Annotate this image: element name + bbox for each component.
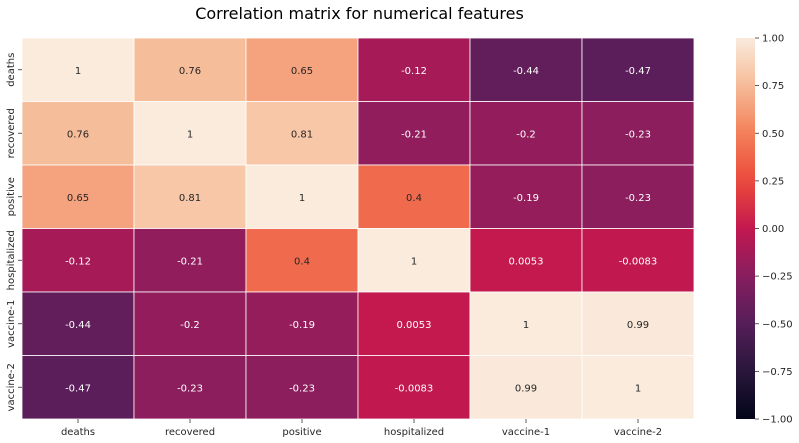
heatmap-cell bbox=[581, 37, 695, 102]
y-tick-label: positive bbox=[6, 177, 17, 216]
cell-annotation: -0.23 bbox=[177, 383, 203, 394]
cell-annotation: -0.21 bbox=[401, 129, 427, 140]
x-tick-label: hospitalized bbox=[384, 427, 444, 438]
heatmap-cell bbox=[133, 164, 247, 229]
heatmap-cell bbox=[581, 228, 695, 293]
heatmap-cell bbox=[133, 355, 247, 420]
heatmap-cell bbox=[133, 291, 247, 356]
cell-annotation: -0.12 bbox=[65, 256, 91, 267]
y-tick-label: deaths bbox=[6, 53, 17, 87]
x-tick-label: positive bbox=[282, 427, 321, 438]
cell-annotation: -0.0083 bbox=[395, 383, 434, 394]
cell-annotation: 0.0053 bbox=[509, 256, 544, 267]
heatmap-cell bbox=[245, 355, 359, 420]
cell-annotation: 1 bbox=[411, 256, 417, 267]
x-tick-label: vaccine-1 bbox=[502, 427, 550, 438]
heatmap-cell bbox=[469, 101, 583, 166]
cell-annotation: 1 bbox=[523, 320, 529, 331]
colorbar bbox=[736, 38, 755, 419]
heatmap-cell bbox=[245, 228, 359, 293]
heatmap-cell bbox=[357, 228, 471, 293]
colorbar-tick-label: 0.00 bbox=[762, 224, 784, 235]
heatmap-cell bbox=[469, 291, 583, 356]
heatmap-cell bbox=[133, 101, 247, 166]
cell-annotation: -0.23 bbox=[625, 129, 651, 140]
cell-annotation: -0.23 bbox=[625, 193, 651, 204]
cell-annotation: -0.44 bbox=[65, 320, 91, 331]
heatmap-cell bbox=[21, 355, 135, 420]
y-tick-label: hospitalized bbox=[6, 230, 17, 290]
colorbar-tick-label: −0.75 bbox=[762, 367, 793, 378]
cell-annotation: -0.2 bbox=[180, 320, 200, 331]
cell-annotation: 0.81 bbox=[291, 129, 313, 140]
cell-annotation: -0.21 bbox=[177, 256, 203, 267]
colorbar-tick-label: 0.25 bbox=[762, 176, 784, 187]
colorbar-tick-label: −0.50 bbox=[762, 319, 793, 330]
heatmap-cell bbox=[581, 164, 695, 229]
cell-annotation: -0.19 bbox=[289, 320, 315, 331]
x-tick-label: deaths bbox=[61, 427, 95, 438]
cell-annotation: 0.4 bbox=[406, 193, 422, 204]
heatmap-cell bbox=[581, 355, 695, 420]
colorbar-tick-label: −1.00 bbox=[762, 415, 793, 426]
cell-annotation: -0.44 bbox=[513, 66, 539, 77]
cell-annotation: 0.4 bbox=[294, 256, 310, 267]
heatmap-cell bbox=[357, 291, 471, 356]
heatmap-cell bbox=[357, 37, 471, 102]
cell-annotation: -0.19 bbox=[513, 193, 539, 204]
colorbar-tick-label: 0.75 bbox=[762, 81, 784, 92]
heatmap-cell bbox=[21, 164, 135, 229]
heatmap-cell bbox=[245, 101, 359, 166]
cell-annotation: -0.47 bbox=[65, 383, 91, 394]
cell-annotation: 0.76 bbox=[179, 66, 201, 77]
heatmap-cell bbox=[469, 37, 583, 102]
cell-annotation: -0.0083 bbox=[619, 256, 658, 267]
cell-annotation: 1 bbox=[187, 129, 193, 140]
heatmap-cell bbox=[357, 355, 471, 420]
cell-annotation: 1 bbox=[299, 193, 305, 204]
x-tick-label: vaccine-2 bbox=[614, 427, 662, 438]
heatmap-cell bbox=[245, 164, 359, 229]
cell-annotation: 0.0053 bbox=[397, 320, 432, 331]
cell-annotation: 1 bbox=[75, 66, 81, 77]
heatmap-cell bbox=[21, 101, 135, 166]
cell-annotation: 0.76 bbox=[67, 129, 89, 140]
heatmap-cell bbox=[469, 355, 583, 420]
colorbar-tick-label: −0.25 bbox=[762, 272, 793, 283]
heatmap-cell bbox=[581, 101, 695, 166]
cell-annotation: -0.12 bbox=[401, 66, 427, 77]
cell-annotation: 0.81 bbox=[179, 193, 201, 204]
y-tick-label: vaccine-2 bbox=[6, 363, 17, 411]
cell-annotation: -0.2 bbox=[516, 129, 536, 140]
cell-annotation: -0.47 bbox=[625, 66, 651, 77]
cell-annotation: 0.99 bbox=[627, 320, 649, 331]
heatmap-cell bbox=[21, 228, 135, 293]
cell-annotation: 1 bbox=[635, 383, 641, 394]
cell-annotation: -0.23 bbox=[289, 383, 315, 394]
cell-annotation: 0.65 bbox=[291, 66, 313, 77]
colorbar-tick-label: 1.00 bbox=[762, 34, 784, 45]
y-tick-label: recovered bbox=[6, 108, 17, 158]
heatmap-cell bbox=[21, 291, 135, 356]
cell-annotation: 0.65 bbox=[67, 193, 89, 204]
heatmap-cell bbox=[245, 291, 359, 356]
colorbar-tick-label: 0.50 bbox=[762, 129, 784, 140]
x-tick-label: recovered bbox=[165, 427, 215, 438]
cell-annotation: 0.99 bbox=[515, 383, 537, 394]
chart-title: Correlation matrix for numerical feature… bbox=[195, 4, 524, 23]
y-tick-label: vaccine-1 bbox=[6, 300, 17, 348]
